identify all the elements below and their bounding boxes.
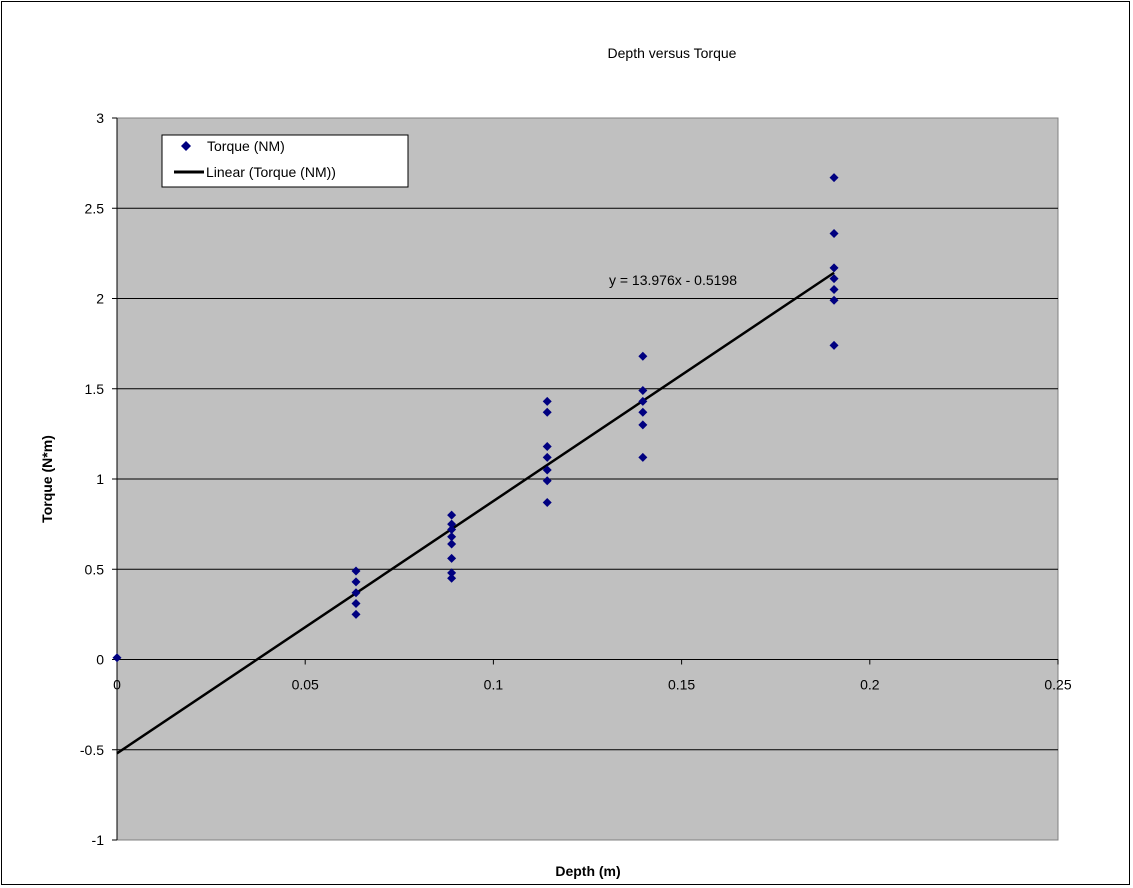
y-tick-label: 1	[96, 471, 104, 487]
linear-trendline	[116, 271, 835, 755]
data-point	[542, 396, 552, 406]
data-point	[447, 568, 457, 578]
data-point	[447, 539, 457, 549]
data-point	[638, 420, 648, 430]
x-tick-label: 0.1	[484, 677, 504, 693]
data-point	[638, 452, 648, 462]
x-tick-label: 0.05	[292, 677, 319, 693]
data-point	[351, 609, 361, 619]
x-tick-label: 0.25	[1044, 677, 1071, 693]
data-point	[447, 519, 457, 529]
data-point	[829, 263, 839, 273]
data-point	[447, 553, 457, 563]
legend-box	[161, 134, 409, 188]
x-axis: 0 0.05 0.1 0.15 0.2 0.25	[113, 659, 1072, 693]
data-point	[351, 599, 361, 609]
y-tick-label: 0.5	[85, 561, 105, 577]
data-point	[638, 351, 648, 361]
data-point	[542, 442, 552, 452]
legend-trendline-label: Linear (Torque (NM))	[206, 164, 336, 180]
data-point	[638, 407, 648, 417]
x-axis-title: Depth (m)	[555, 863, 620, 879]
legend-series-label: Torque (NM)	[207, 138, 285, 154]
x-tick-label: 0.2	[860, 677, 880, 693]
data-point	[829, 274, 839, 284]
data-point	[351, 577, 361, 587]
data-point	[447, 532, 457, 542]
trendline-equation: y = 13.976x - 0.5198	[609, 272, 737, 288]
data-point	[829, 229, 839, 239]
y-axis: -1 -0.5 0 0.5 1 1.5 2 2.5 3	[80, 110, 118, 848]
data-point	[447, 510, 457, 520]
y-tick-label: 3	[96, 110, 104, 126]
legend: Torque (NM) Linear (Torque (NM))	[161, 134, 409, 188]
trendline-layer	[116, 271, 835, 755]
y-tick-label: -1	[92, 832, 105, 848]
data-point	[447, 573, 457, 583]
data-point	[542, 476, 552, 486]
y-axis-title: Torque (N*m)	[39, 435, 55, 523]
data-point	[447, 525, 457, 535]
data-point	[542, 497, 552, 507]
x-tick-label: 0	[113, 677, 121, 693]
data-point	[542, 465, 552, 475]
data-point	[638, 396, 648, 406]
data-point	[542, 452, 552, 462]
data-point	[829, 295, 839, 305]
x-tick-label: 0.15	[668, 677, 695, 693]
data-point	[829, 340, 839, 350]
legend-diamond-marker	[181, 141, 191, 151]
chart-title: Depth versus Torque	[608, 45, 737, 61]
data-point	[638, 386, 648, 396]
y-tick-label: -0.5	[80, 742, 104, 758]
data-point	[351, 588, 361, 598]
y-tick-label: 1.5	[85, 381, 105, 397]
data-point	[542, 407, 552, 417]
y-tick-label: 0	[96, 652, 104, 668]
data-point	[829, 284, 839, 294]
data-point	[829, 173, 839, 183]
data-point	[351, 566, 361, 576]
data-points	[112, 173, 839, 663]
y-tick-label: 2	[96, 291, 104, 307]
y-tick-label: 2.5	[85, 200, 105, 216]
data-point	[112, 653, 122, 663]
